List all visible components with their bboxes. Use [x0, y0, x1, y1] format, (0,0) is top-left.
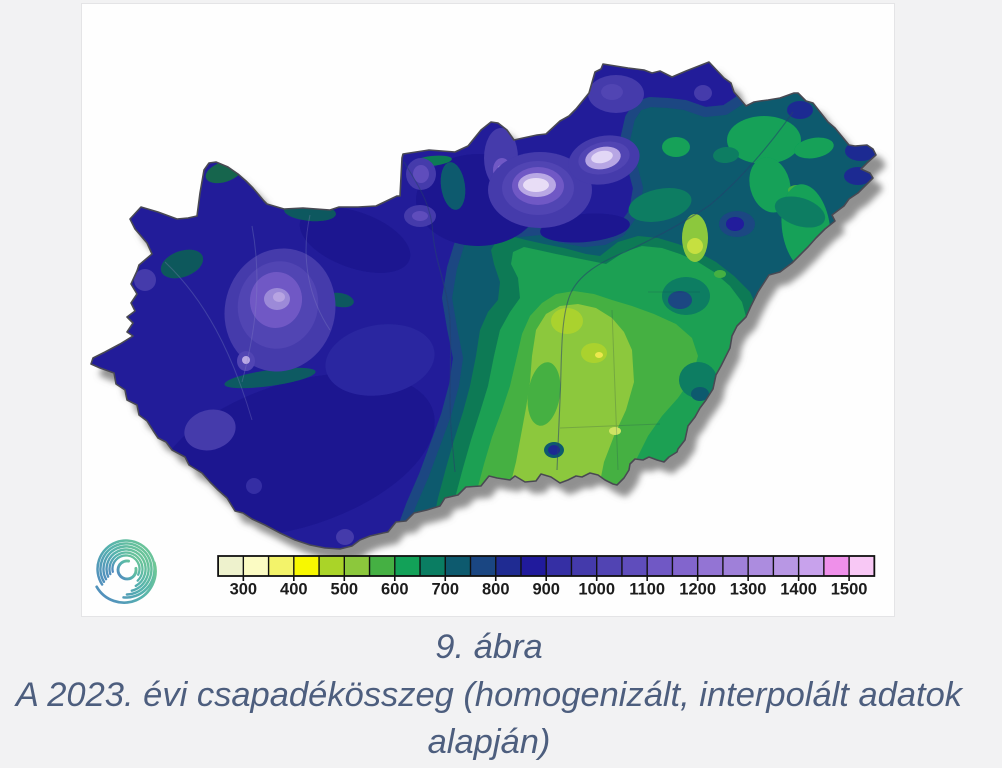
svg-text:800: 800 [482, 581, 510, 599]
svg-text:1100: 1100 [629, 581, 665, 599]
svg-text:500: 500 [331, 581, 359, 599]
svg-text:1000: 1000 [578, 581, 615, 599]
svg-text:1500: 1500 [831, 581, 868, 599]
svg-text:600: 600 [381, 581, 409, 599]
svg-text:1200: 1200 [679, 581, 716, 599]
svg-text:300: 300 [230, 581, 258, 599]
svg-text:400: 400 [280, 581, 308, 599]
svg-text:1400: 1400 [780, 581, 817, 599]
svg-text:700: 700 [431, 581, 459, 599]
svg-text:1300: 1300 [730, 581, 767, 599]
svg-text:900: 900 [532, 581, 560, 599]
